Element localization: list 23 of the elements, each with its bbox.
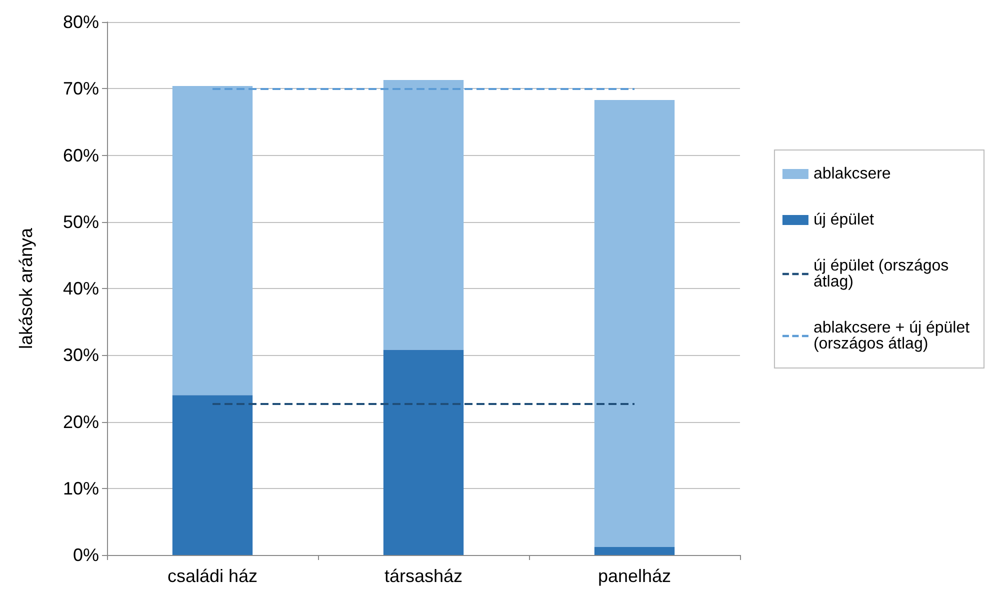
legend-label: új épület (országos átlag) [813, 258, 954, 290]
y-tick-label: 80% [62, 12, 99, 32]
x-tick-label: panelház [598, 566, 672, 586]
x-tick-label: családi ház [167, 566, 258, 586]
bar [172, 395, 253, 555]
bar [383, 350, 464, 555]
bar [594, 547, 675, 555]
y-tick-label: 20% [62, 412, 99, 432]
y-tick-label: 10% [62, 478, 99, 498]
y-tick-label: 30% [62, 345, 99, 366]
y-tick-label: 40% [62, 278, 99, 298]
y-tick-label: 60% [62, 145, 99, 166]
legend-label: ablakcsere [813, 166, 891, 182]
bar [594, 100, 675, 548]
y-axis-title: lakások aránya [16, 226, 36, 350]
x-tick-label: társasház [384, 566, 463, 586]
y-tick-label: 0% [72, 545, 99, 565]
bar [383, 80, 464, 350]
y-tick-label: 70% [62, 78, 99, 99]
legend-label: új épület [813, 212, 874, 228]
legend-label: ablakcsere + új épület (országos átlag) [813, 320, 974, 352]
y-tick-label: 50% [62, 212, 99, 232]
bar [172, 86, 253, 396]
